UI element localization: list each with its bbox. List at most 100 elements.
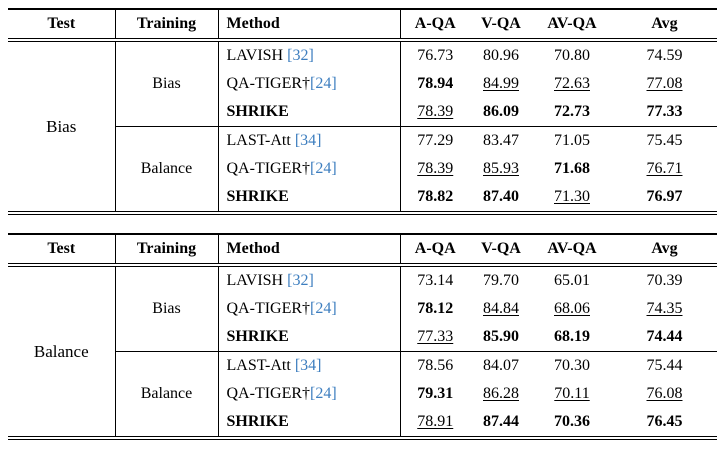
score-value: 68.06 bbox=[554, 300, 590, 317]
column-header-avg: Avg bbox=[651, 15, 678, 32]
method-name: SHRIKE bbox=[226, 413, 289, 430]
column-header-aqa: A-QA bbox=[414, 240, 456, 257]
score-value: 78.91 bbox=[417, 413, 454, 430]
score-value: 84.84 bbox=[483, 300, 519, 317]
score-value: 85.93 bbox=[483, 160, 519, 177]
method-name: LAST-Att bbox=[226, 357, 295, 374]
method-cell: SHRIKE bbox=[218, 183, 401, 213]
score-value: 76.71 bbox=[646, 160, 683, 177]
method-name: QA-TIGER† bbox=[226, 385, 311, 402]
score-value: 78.56 bbox=[417, 357, 454, 374]
score-value: 76.97 bbox=[646, 188, 683, 205]
score-value: 73.14 bbox=[417, 272, 454, 289]
score-cell: 68.19 bbox=[532, 323, 612, 352]
table-row: Balance LAST-Att [34] 77.29 83.47 71.05 75.45 bbox=[8, 126, 717, 213]
results-table-bias: Test Training Method A-QA V-QA AV-QA Avg Bias Bi… bbox=[8, 8, 717, 215]
score-value: 77.33 bbox=[646, 103, 683, 120]
score-value: 70.11 bbox=[554, 385, 590, 402]
score-value: 86.09 bbox=[483, 103, 519, 120]
score-value: 70.30 bbox=[554, 357, 590, 374]
score-cell: 84.84 bbox=[470, 295, 532, 323]
score-cell: 86.09 bbox=[470, 98, 532, 127]
citation-link[interactable]: [32] bbox=[287, 47, 314, 64]
citation-link[interactable]: [32] bbox=[287, 272, 314, 289]
score-value: 77.33 bbox=[417, 328, 454, 345]
score-value: 74.44 bbox=[646, 328, 683, 345]
score-cell: 74.44 bbox=[612, 323, 717, 352]
citation-link[interactable]: [24] bbox=[310, 75, 337, 92]
score-cell: 78.39 bbox=[400, 98, 470, 127]
training-cell: Balance bbox=[115, 126, 219, 213]
method-cell: SHRIKE bbox=[218, 98, 401, 127]
column-header-avqa: AV-QA bbox=[547, 15, 597, 32]
score-value: 70.39 bbox=[646, 272, 683, 289]
method-name: LAST-Att bbox=[226, 132, 295, 149]
score-value: 87.40 bbox=[483, 188, 519, 205]
score-cell: 87.40 bbox=[470, 183, 532, 213]
score-cell: 73.14 bbox=[400, 265, 470, 295]
citation-link[interactable]: [34] bbox=[294, 357, 322, 374]
method-cell: QA-TIGER†[24] bbox=[218, 70, 401, 98]
score-value: 70.36 bbox=[554, 413, 590, 430]
header-row: Test Training Method A-QA V-QA AV-QA Avg bbox=[8, 234, 717, 265]
score-value: 78.12 bbox=[417, 300, 454, 317]
score-value: 76.08 bbox=[646, 385, 683, 402]
column-header-test: Test bbox=[8, 234, 116, 265]
table-row: Balance Bias LAVISH [32] 73.14 79.70 65.01 70.… bbox=[8, 265, 717, 438]
table-row: QA-TIGER†[24] 78.12 84.84 68.06 74.35 bbox=[8, 295, 717, 323]
citation-link[interactable]: [24] bbox=[310, 385, 337, 402]
citation-link[interactable]: [34] bbox=[294, 132, 322, 149]
score-value: 74.59 bbox=[646, 47, 683, 64]
score-cell: 84.07 bbox=[470, 351, 532, 380]
score-cell: 78.56 bbox=[400, 351, 470, 380]
score-cell: 74.35 bbox=[612, 295, 717, 323]
score-value: 79.31 bbox=[417, 385, 454, 402]
score-value: 87.44 bbox=[483, 413, 519, 430]
score-cell: 78.91 bbox=[400, 408, 470, 438]
column-header-method: Method bbox=[218, 234, 401, 265]
score-cell: 78.12 bbox=[400, 295, 470, 323]
citation-link[interactable]: [24] bbox=[310, 160, 337, 177]
column-header-method: Method bbox=[218, 9, 401, 40]
score-cell: 65.01 bbox=[532, 265, 612, 295]
score-cell: 83.47 bbox=[470, 126, 532, 155]
score-value: 65.01 bbox=[554, 272, 590, 289]
score-cell: 76.08 bbox=[612, 380, 717, 408]
score-cell: 76.71 bbox=[612, 155, 717, 183]
score-cell: 87.44 bbox=[470, 408, 532, 438]
method-cell: LAST-Att [34] bbox=[218, 351, 401, 380]
score-value: 84.99 bbox=[483, 75, 519, 92]
method-name: QA-TIGER† bbox=[226, 300, 311, 317]
table-row: SHRIKE 77.33 85.90 68.19 74.44 bbox=[8, 323, 717, 352]
score-cell: 78.39 bbox=[400, 155, 470, 183]
score-cell: 86.28 bbox=[470, 380, 532, 408]
score-cell: 72.63 bbox=[532, 70, 612, 98]
table-row: QA-TIGER†[24] 78.39 85.93 71.68 76.71 bbox=[8, 155, 717, 183]
table-row: QA-TIGER†[24] 78.94 84.99 72.63 77.08 bbox=[8, 70, 717, 98]
training-cell: Bias bbox=[115, 40, 219, 127]
score-cell: 70.80 bbox=[532, 40, 612, 70]
method-name: SHRIKE bbox=[226, 103, 289, 120]
score-cell: 74.59 bbox=[612, 40, 717, 70]
method-name: QA-TIGER† bbox=[226, 160, 311, 177]
score-cell: 77.33 bbox=[612, 98, 717, 127]
column-header-avg: Avg bbox=[651, 240, 678, 257]
column-header-training: Training bbox=[115, 9, 219, 40]
score-cell: 79.70 bbox=[470, 265, 532, 295]
score-value: 75.45 bbox=[646, 132, 683, 149]
score-value: 76.73 bbox=[417, 47, 454, 64]
method-cell: LAVISH [32] bbox=[218, 40, 401, 70]
method-name: QA-TIGER† bbox=[226, 75, 311, 92]
column-header-training: Training bbox=[115, 234, 219, 265]
column-header-vqa: V-QA bbox=[481, 15, 521, 32]
score-cell: 77.08 bbox=[612, 70, 717, 98]
score-value: 78.39 bbox=[417, 160, 454, 177]
method-cell: LAST-Att [34] bbox=[218, 126, 401, 155]
citation-link[interactable]: [24] bbox=[310, 300, 337, 317]
score-value: 76.45 bbox=[646, 413, 683, 430]
results-table-balance: Test Training Method A-QA V-QA AV-QA Avg Balanc… bbox=[8, 233, 717, 440]
score-value: 84.07 bbox=[483, 357, 519, 374]
table-row: QA-TIGER†[24] 79.31 86.28 70.11 76.08 bbox=[8, 380, 717, 408]
score-value: 78.94 bbox=[417, 75, 454, 92]
